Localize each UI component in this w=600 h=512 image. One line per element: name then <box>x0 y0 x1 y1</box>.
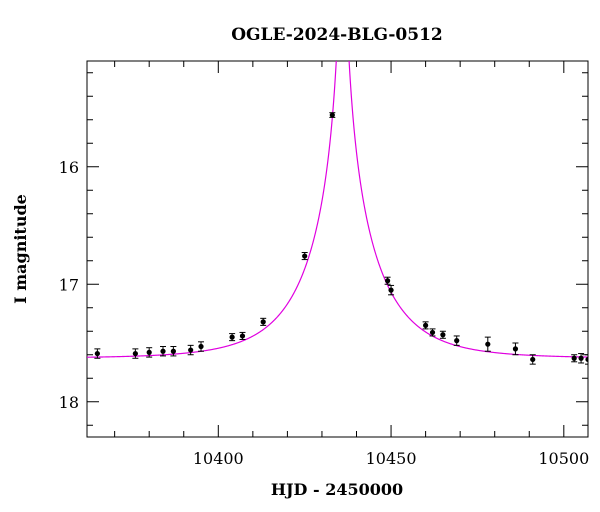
data-marker <box>485 341 491 347</box>
data-point <box>132 348 139 359</box>
data-point <box>384 276 391 285</box>
data-marker <box>132 350 138 357</box>
data-point <box>422 321 429 330</box>
chart-title: OGLE-2024-BLG-0512 <box>231 25 443 45</box>
data-marker <box>146 349 152 355</box>
y-tick-label: 17 <box>59 275 79 294</box>
x-tick-labels: 10400 10450 10500 <box>193 449 589 468</box>
x-tick-label: 10500 <box>538 449 589 468</box>
data-point <box>239 331 246 340</box>
data-point <box>429 328 436 337</box>
data-point <box>198 341 205 352</box>
data-marker <box>188 347 194 353</box>
data-point <box>170 346 177 357</box>
data-point <box>160 346 167 357</box>
data-point <box>585 354 588 365</box>
data-point <box>260 317 267 326</box>
plot-border <box>86 60 589 438</box>
data-point <box>529 354 536 365</box>
data-marker <box>571 355 577 361</box>
y-axis-label: I magnitude <box>11 194 30 304</box>
data-point <box>512 342 519 356</box>
data-point <box>229 333 236 342</box>
y-tick-label: 18 <box>59 393 79 412</box>
data-marker <box>388 287 394 293</box>
model-curve <box>87 61 588 358</box>
data-point <box>484 336 491 352</box>
data-marker <box>229 334 235 340</box>
data-marker <box>585 356 588 363</box>
data-point <box>146 347 153 358</box>
data-marker <box>423 322 429 328</box>
y-tick-labels: 16 17 18 <box>59 158 79 412</box>
data-marker <box>239 333 246 339</box>
data-point <box>439 330 446 339</box>
data-marker <box>260 319 266 325</box>
y-tick-label: 16 <box>59 158 79 177</box>
data-points <box>94 112 588 365</box>
data-marker <box>94 350 100 357</box>
data-point <box>453 335 460 346</box>
x-tick-label: 10400 <box>193 449 244 468</box>
data-marker <box>385 278 391 284</box>
data-point <box>94 348 101 359</box>
data-point <box>571 354 578 363</box>
data-point <box>329 112 336 118</box>
data-point <box>187 344 194 356</box>
data-marker <box>302 253 308 259</box>
data-marker <box>530 356 536 363</box>
data-marker <box>440 332 446 338</box>
data-point <box>301 252 308 261</box>
data-marker <box>454 338 460 344</box>
data-marker <box>512 346 519 352</box>
data-point <box>388 284 395 296</box>
x-axis-label: HJD - 2450000 <box>271 480 403 499</box>
data-marker <box>429 329 436 336</box>
data-marker <box>170 348 176 354</box>
data-marker <box>329 112 335 118</box>
data-point <box>578 353 585 364</box>
x-tick-label: 10450 <box>366 449 417 468</box>
data-marker <box>578 355 584 361</box>
data-marker <box>198 343 204 350</box>
axis-ticks <box>87 61 588 437</box>
plot-frame <box>86 60 589 438</box>
data-marker <box>160 348 166 354</box>
